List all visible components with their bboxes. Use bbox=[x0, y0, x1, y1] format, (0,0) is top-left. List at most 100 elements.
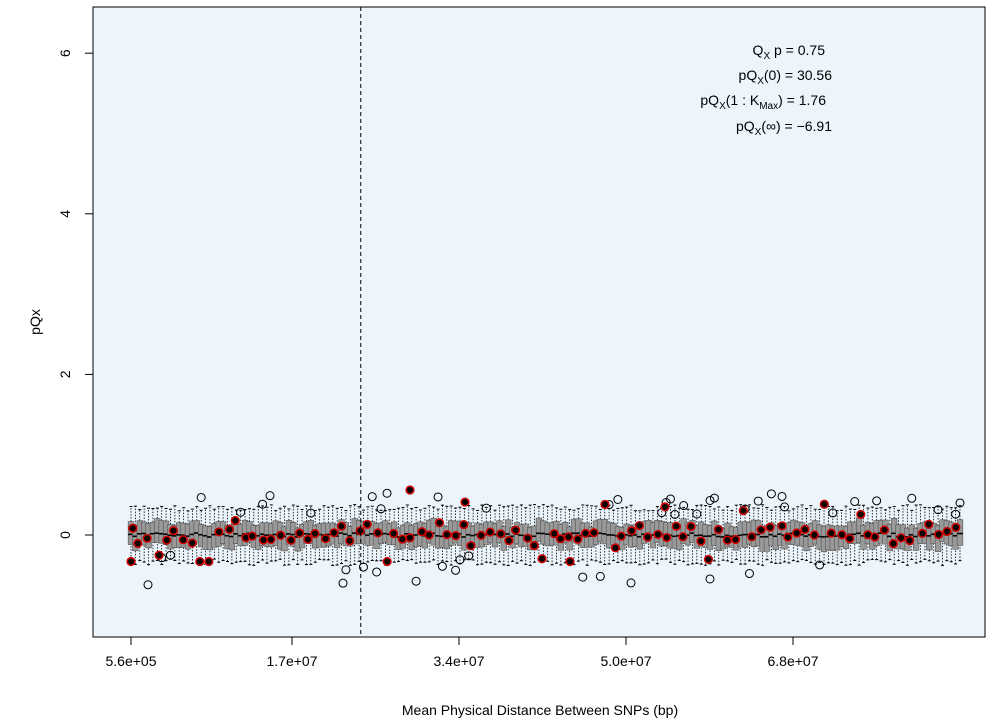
outlier-point bbox=[744, 569, 754, 579]
observed-point bbox=[405, 485, 415, 495]
outlier-point bbox=[613, 494, 623, 504]
outlier-point bbox=[358, 562, 368, 572]
outlier-point bbox=[433, 492, 443, 502]
observed-point bbox=[329, 528, 339, 538]
observed-point bbox=[128, 523, 138, 533]
box bbox=[956, 519, 964, 546]
observed-point bbox=[653, 529, 663, 540]
observed-point bbox=[537, 554, 547, 564]
observed-point bbox=[258, 535, 269, 545]
outlier-point bbox=[143, 580, 153, 590]
observed-point bbox=[214, 527, 224, 537]
outlier-point bbox=[236, 507, 246, 517]
observed-point bbox=[504, 535, 514, 546]
x-tick-label: 5.0e+07 bbox=[601, 653, 652, 669]
observed-point bbox=[195, 556, 205, 567]
x-axis: 5.6e+05 1.7e+07 3.4e+07 5.0e+07 6.8e+07 bbox=[106, 636, 819, 669]
observed-point bbox=[286, 535, 296, 545]
outlier-point bbox=[815, 560, 825, 570]
observed-point bbox=[888, 538, 898, 549]
observed-point bbox=[819, 499, 829, 509]
observed-point bbox=[310, 529, 320, 539]
outlier-point bbox=[679, 501, 689, 511]
observed-point bbox=[722, 535, 733, 545]
y-tick-label: 2 bbox=[57, 370, 73, 378]
observed-point bbox=[549, 529, 559, 539]
outlier-point bbox=[367, 492, 377, 502]
x-tick-label: 5.6e+05 bbox=[106, 653, 157, 669]
observed-point bbox=[917, 528, 928, 538]
outlier-point bbox=[437, 561, 447, 571]
observed-point bbox=[442, 529, 452, 540]
outlier-point bbox=[451, 565, 461, 575]
observed-point bbox=[765, 522, 775, 532]
observed-point bbox=[809, 530, 819, 540]
observed-point bbox=[187, 538, 197, 548]
observed-point bbox=[230, 515, 240, 526]
observed-point bbox=[856, 509, 866, 520]
observed-point bbox=[451, 530, 461, 541]
observed-point bbox=[529, 540, 539, 551]
observed-point bbox=[800, 524, 810, 535]
observed-point bbox=[610, 543, 621, 553]
observed-point bbox=[747, 532, 757, 542]
observed-point bbox=[756, 525, 766, 535]
observed-point bbox=[573, 534, 583, 544]
observed-point bbox=[417, 527, 427, 537]
observed-point bbox=[424, 530, 434, 540]
observed-point bbox=[905, 535, 915, 546]
observed-point bbox=[643, 532, 653, 542]
observed-point bbox=[660, 502, 670, 512]
observed-point bbox=[204, 556, 214, 567]
observed-point bbox=[934, 529, 944, 540]
observed-point bbox=[397, 534, 407, 544]
observed-point bbox=[460, 497, 470, 507]
observed-point bbox=[247, 531, 257, 541]
observed-point bbox=[951, 522, 961, 533]
outlier-point bbox=[850, 497, 860, 507]
observed-point bbox=[510, 525, 521, 535]
observed-point bbox=[942, 526, 952, 537]
observed-point bbox=[713, 525, 724, 535]
observed-point bbox=[678, 532, 688, 542]
observed-point bbox=[126, 556, 136, 567]
observed-point bbox=[405, 533, 415, 543]
observed-point bbox=[459, 519, 469, 530]
outlier-point bbox=[481, 503, 491, 513]
outlier-point bbox=[777, 491, 787, 501]
outlier-point bbox=[766, 489, 776, 499]
observed-point bbox=[580, 528, 591, 538]
outlier-point bbox=[705, 495, 715, 505]
observed-point bbox=[355, 526, 365, 536]
outlier-point bbox=[955, 498, 965, 508]
observed-point bbox=[142, 533, 152, 543]
observed-point bbox=[730, 534, 741, 545]
observed-point bbox=[362, 519, 372, 529]
outlier-point bbox=[828, 508, 838, 518]
outlier-point bbox=[709, 493, 719, 503]
observed-point bbox=[345, 536, 355, 546]
outlier-point bbox=[780, 502, 790, 512]
outlier-point bbox=[670, 509, 680, 519]
observed-point bbox=[133, 538, 143, 548]
observed-point bbox=[373, 528, 383, 538]
outlier-point bbox=[196, 492, 206, 502]
y-tick-label: 4 bbox=[57, 210, 73, 218]
observed-point bbox=[634, 520, 645, 531]
outlier-point bbox=[595, 571, 605, 581]
outlier-point bbox=[753, 496, 763, 506]
observed-point bbox=[224, 524, 234, 535]
annot-pqx0: pQX(0) = 30.56 bbox=[739, 67, 833, 87]
outlier-point bbox=[341, 565, 351, 575]
observed-point bbox=[563, 532, 574, 542]
observed-point bbox=[336, 521, 347, 531]
observed-point bbox=[627, 526, 637, 536]
y-axis: 0 2 4 6 bbox=[57, 49, 94, 539]
observed-point bbox=[320, 534, 331, 544]
x-tick-label: 1.7e+07 bbox=[267, 653, 318, 669]
observed-point bbox=[783, 532, 793, 542]
y-tick-label: 0 bbox=[57, 531, 73, 539]
annot-qx-p: QX p = 0.75 bbox=[753, 42, 826, 62]
observed-point bbox=[389, 528, 399, 539]
observed-point bbox=[896, 533, 906, 543]
